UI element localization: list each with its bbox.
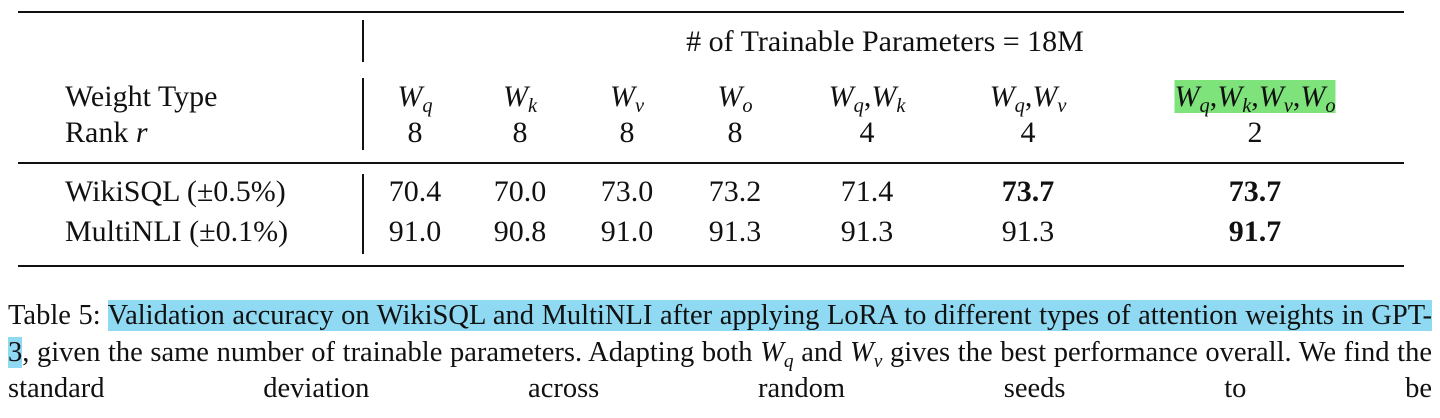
cell: 73.2 [708, 175, 762, 208]
caption-math: Wq [760, 336, 794, 372]
math-base: W [1174, 80, 1200, 113]
math-sub: k [1242, 95, 1252, 118]
math-sub: o [1325, 95, 1336, 118]
math-sub: q [853, 95, 864, 118]
top-rule [18, 11, 1404, 13]
math-base: W [871, 80, 897, 113]
math-sub: v [1057, 95, 1067, 118]
math-sub: v [873, 350, 883, 372]
math-sub: k [896, 95, 906, 118]
math-base: W [1032, 80, 1058, 113]
cell: 73.7 [1228, 175, 1282, 208]
caption-text: gives the best performance overall. We f… [8, 336, 1433, 405]
cell: 91.3 [840, 215, 894, 248]
weight-type-text: Wq,Wv [989, 80, 1067, 116]
math-base: W [1217, 80, 1243, 113]
rank: 8 [407, 116, 423, 149]
weight-type-text: Wq,Wk [828, 80, 906, 116]
row-label: WikiSQL (±0.5%) [65, 175, 286, 208]
math-sub: k [527, 95, 538, 118]
cell: 91.3 [1001, 215, 1055, 248]
weight-type-text: Wv [609, 80, 644, 116]
math-base: W [850, 336, 874, 368]
rank: 2 [1247, 116, 1263, 149]
weight-type-text: Wq [397, 80, 432, 116]
math-base: W [828, 80, 854, 113]
rank: 4 [859, 116, 875, 149]
row-label: Weight Type [65, 80, 218, 113]
rank: 8 [727, 116, 743, 149]
cell: 71.4 [840, 175, 894, 208]
divider [362, 20, 364, 62]
math-sub: v [1283, 95, 1293, 118]
cell: 91.0 [600, 215, 654, 248]
math-sub: o [742, 95, 753, 118]
math-base: W [397, 80, 423, 113]
rank-text: Rank [65, 116, 129, 149]
group-header: # of Trainable Parameters = 18M [686, 25, 1084, 58]
math-sub: v [634, 95, 645, 118]
caption-text: and [793, 336, 851, 368]
weight-type: Wq,Wk,Wv,Wo [1174, 80, 1336, 116]
math-base: W [609, 80, 635, 113]
mid-rule [18, 162, 1404, 164]
cell: 91.0 [388, 215, 442, 248]
rank-var: r [135, 116, 148, 149]
caption: Table 5: Validation accuracy on WikiSQL … [8, 298, 1433, 408]
math-sub: q [1199, 95, 1210, 118]
cell: 70.0 [493, 175, 547, 208]
weight-type-text: Wk [502, 80, 537, 116]
caption-text: Table 5: [8, 300, 108, 331]
row-label: Rank r [65, 116, 148, 150]
math-sub: q [783, 350, 794, 372]
math-base: W [717, 80, 743, 113]
weight-type: Wv [609, 80, 644, 116]
weight-type-text: Wo [717, 80, 752, 116]
math-sub: q [422, 95, 433, 118]
cell: 90.8 [493, 215, 547, 248]
weight-type: Wo [717, 80, 752, 116]
weight-type: Wq,Wv [989, 80, 1067, 116]
bottom-rule [18, 265, 1404, 267]
math-base: W [502, 80, 528, 113]
divider [362, 174, 364, 254]
separator: , [1209, 80, 1218, 113]
caption-math: Wv [850, 336, 883, 372]
rank: 8 [619, 116, 635, 149]
math-base: W [989, 80, 1015, 113]
caption-text: , given the same number of trainable par… [22, 336, 761, 368]
cell: 91.3 [708, 215, 762, 248]
weight-type: Wq [397, 80, 432, 116]
divider [362, 78, 364, 150]
separator: , [1251, 80, 1259, 113]
cell: 70.4 [388, 175, 442, 208]
weight-type: Wq,Wk [828, 80, 906, 116]
separator: , [1292, 80, 1301, 113]
rank: 8 [512, 116, 528, 149]
weight-type-text: Wq,Wk,Wv,Wo [1174, 80, 1336, 116]
math-sub: q [1014, 95, 1025, 118]
rank: 4 [1020, 116, 1036, 149]
cell: 73.0 [600, 175, 654, 208]
row-label: MultiNLI (±0.1%) [65, 215, 289, 248]
cell: 91.7 [1228, 215, 1282, 248]
separator: , [863, 80, 872, 113]
cell: 73.7 [1001, 175, 1055, 208]
math-base: W [1300, 80, 1326, 113]
separator: , [1024, 80, 1033, 113]
math-base: W [1258, 80, 1284, 113]
weight-type: Wk [502, 80, 537, 116]
math-base: W [760, 336, 784, 368]
